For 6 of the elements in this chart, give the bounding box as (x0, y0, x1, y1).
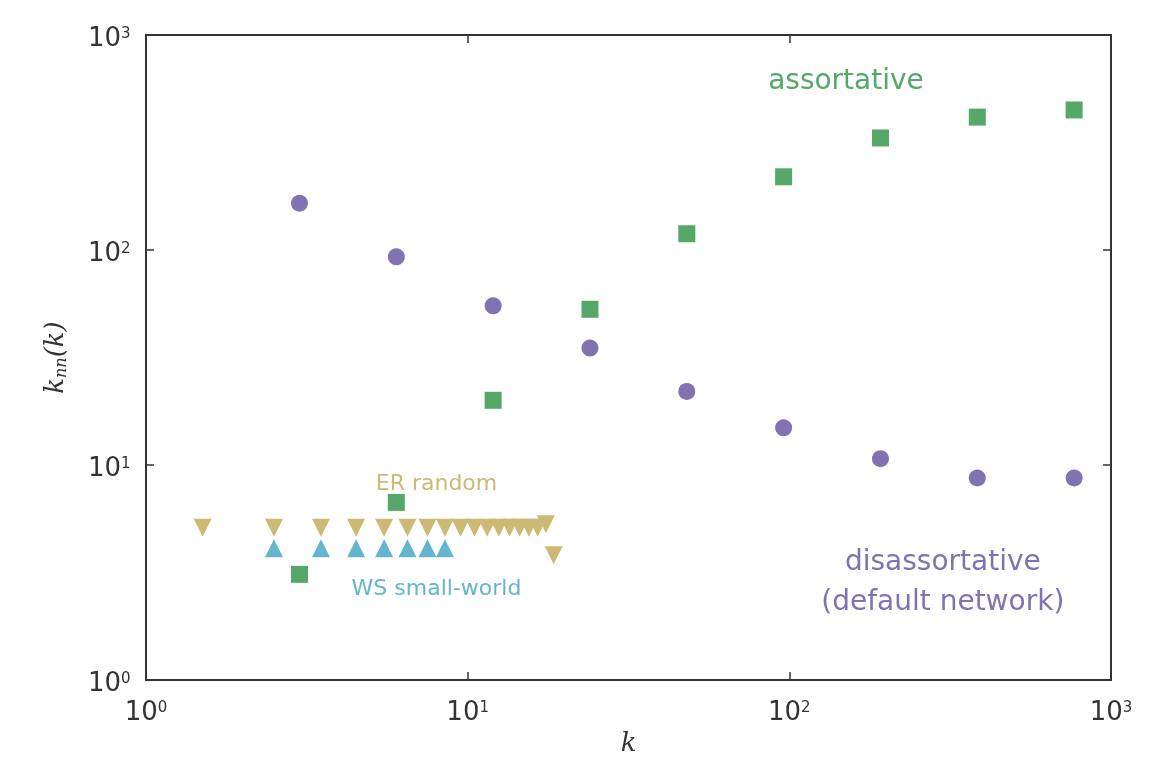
text: disassortative (default network) (821, 544, 1065, 618)
series-label: WS small-world (351, 574, 522, 600)
series-label: ER random (375, 469, 498, 495)
series-label: assortative (768, 63, 924, 97)
y-axis-title: knn(k) (39, 321, 70, 394)
x-axis-title: k (620, 726, 637, 757)
